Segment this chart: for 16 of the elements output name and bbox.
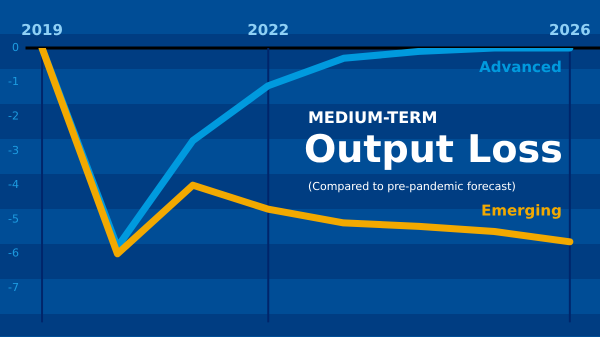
y-tick-label: 0 [12, 40, 19, 54]
y-tick-label: -3 [8, 144, 19, 157]
annotation: MEDIUM-TERM [308, 108, 438, 127]
series-label: Advanced [479, 58, 562, 76]
x-tick-label: 2022 [247, 20, 290, 39]
text: Output Loss [304, 127, 563, 171]
text: (Compared to pre-pandemic forecast) [308, 180, 516, 193]
y-tick-label: -1 [8, 75, 19, 88]
series-label: Emerging [481, 202, 562, 220]
y-tick-label: -2 [8, 109, 19, 122]
y-tick-label: -5 [8, 212, 19, 226]
y-tick-label: -6 [8, 246, 19, 260]
x-tick-label: 2019 [21, 20, 63, 39]
y-tick-label: -7 [8, 280, 19, 294]
y-tick-label: -4 [8, 178, 19, 192]
x-tick-label: 2026 [548, 20, 591, 39]
